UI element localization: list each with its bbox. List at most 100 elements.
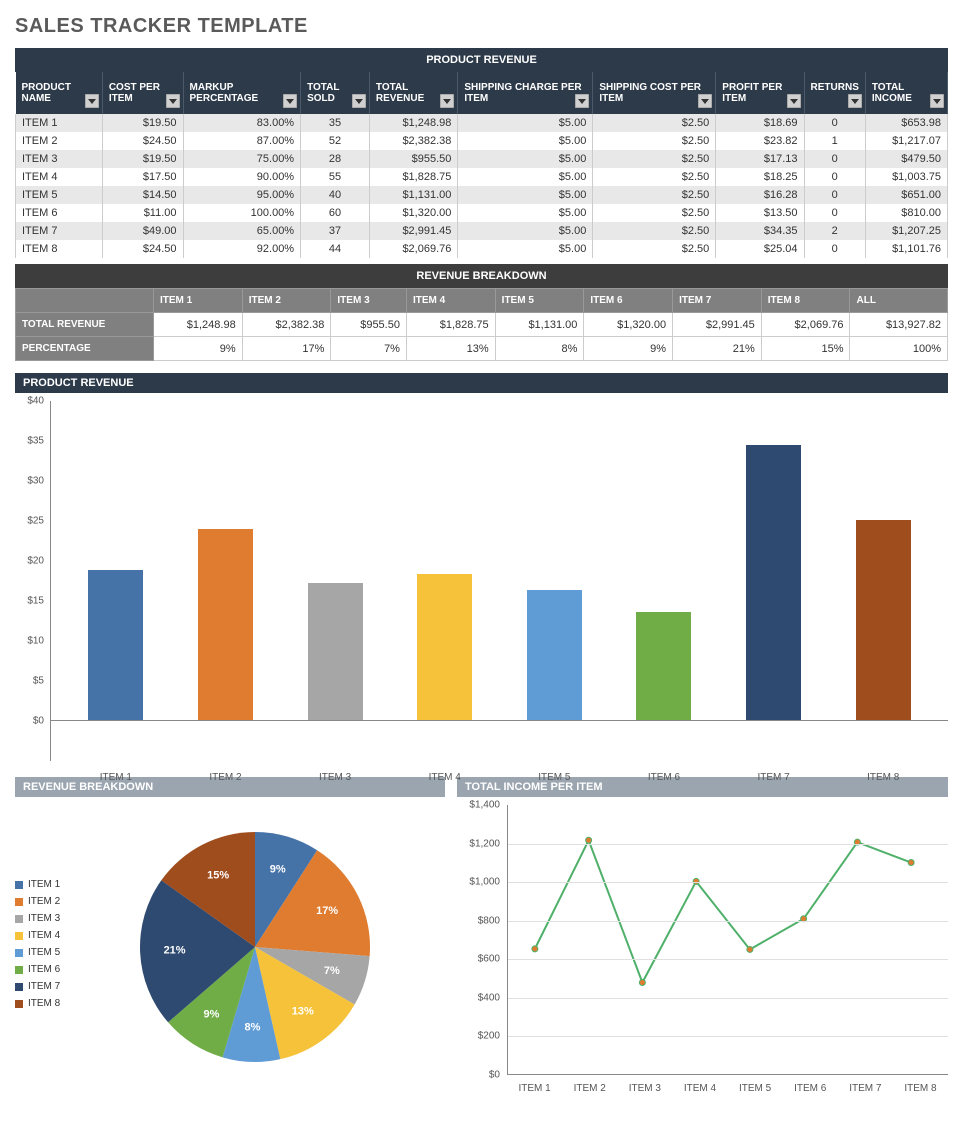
x-axis-label: ITEM 5 [514, 772, 594, 783]
cell: $13.50 [716, 204, 804, 222]
y-axis-label: $15 [27, 596, 44, 607]
cell: 15% [761, 337, 850, 361]
chart-bar [308, 583, 363, 720]
legend-label: ITEM 1 [28, 879, 60, 890]
column-label: TOTAL SOLD [307, 82, 339, 104]
cell: ITEM 5 [16, 186, 103, 204]
cell: $25.04 [716, 240, 804, 258]
cell: 90.00% [183, 168, 301, 186]
column-label: TOTAL INCOME [872, 82, 912, 104]
cell: ITEM 8 [16, 240, 103, 258]
cell: $2.50 [593, 132, 716, 150]
cell: $2,069.76 [369, 240, 457, 258]
filter-dropdown-icon[interactable] [440, 94, 454, 108]
y-axis-label: $0 [33, 716, 44, 727]
x-axis-label: ITEM 6 [783, 1083, 838, 1105]
legend-label: ITEM 8 [28, 998, 60, 1009]
x-axis-label: ITEM 4 [405, 772, 485, 783]
y-axis-label: $0 [489, 1070, 500, 1081]
y-axis-label: $30 [27, 476, 44, 487]
x-axis-label: ITEM 5 [728, 1083, 783, 1105]
cell: 0 [804, 204, 865, 222]
cell: $2.50 [593, 222, 716, 240]
legend-item: ITEM 4 [15, 930, 95, 941]
cell: $2.50 [593, 204, 716, 222]
x-axis-label: ITEM 3 [295, 772, 375, 783]
filter-dropdown-icon[interactable] [575, 94, 589, 108]
cell: 75.00% [183, 150, 301, 168]
chart-bar [88, 570, 143, 720]
cell: 55 [301, 168, 370, 186]
cell: 0 [804, 168, 865, 186]
column-label: COST PER ITEM [109, 82, 160, 104]
filter-dropdown-icon[interactable] [85, 94, 99, 108]
cell: $18.69 [716, 114, 804, 132]
x-axis-label: ITEM 8 [893, 1083, 948, 1105]
column-header: ITEM 8 [761, 289, 850, 313]
filter-dropdown-icon[interactable] [930, 94, 944, 108]
cell: $14.50 [102, 186, 183, 204]
x-axis-label: ITEM 6 [624, 772, 704, 783]
filter-dropdown-icon[interactable] [848, 94, 862, 108]
table-row: TOTAL REVENUE$1,248.98$2,382.38$955.50$1… [16, 313, 948, 337]
grid-line [508, 844, 948, 845]
y-axis-label: $35 [27, 436, 44, 447]
filter-dropdown-icon[interactable] [352, 94, 366, 108]
grid-line [508, 1036, 948, 1037]
filter-dropdown-icon[interactable] [283, 94, 297, 108]
cell: 1 [804, 132, 865, 150]
column-header: PRODUCT NAME [16, 72, 103, 114]
cell: 92.00% [183, 240, 301, 258]
cell: $5.00 [458, 204, 593, 222]
chart-marker [639, 980, 645, 986]
x-axis-label: ITEM 4 [672, 1083, 727, 1105]
column-header: ALL [850, 289, 948, 313]
y-axis-label: $1,200 [469, 838, 500, 849]
cell: 0 [804, 240, 865, 258]
legend-label: ITEM 3 [28, 913, 60, 924]
cell: $955.50 [331, 313, 407, 337]
table-row: ITEM 1$19.5083.00%35$1,248.98$5.00$2.50$… [16, 114, 948, 132]
cell: $5.00 [458, 150, 593, 168]
y-axis-label: $800 [478, 915, 500, 926]
table-row: ITEM 3$19.5075.00%28$955.50$5.00$2.50$17… [16, 150, 948, 168]
y-axis-label: $1,000 [469, 877, 500, 888]
cell: $5.00 [458, 240, 593, 258]
cell: 40 [301, 186, 370, 204]
column-header: SHIPPING COST PER ITEM [593, 72, 716, 114]
pie-slice-label: 13% [292, 1006, 314, 1018]
cell: $1,101.76 [865, 240, 947, 258]
chart-bar [636, 612, 691, 720]
cell: 65.00% [183, 222, 301, 240]
cell: $2,991.45 [673, 313, 762, 337]
page-title: SALES TRACKER TEMPLATE [15, 15, 948, 38]
cell: $955.50 [369, 150, 457, 168]
cell: $19.50 [102, 114, 183, 132]
cell: $5.00 [458, 222, 593, 240]
cell: $16.28 [716, 186, 804, 204]
legend-label: ITEM 7 [28, 981, 60, 992]
y-axis-label: $20 [27, 556, 44, 567]
row-label: PERCENTAGE [16, 337, 154, 361]
legend-label: ITEM 2 [28, 896, 60, 907]
filter-dropdown-icon[interactable] [166, 94, 180, 108]
legend-label: ITEM 5 [28, 947, 60, 958]
cell: 95.00% [183, 186, 301, 204]
x-axis-label: ITEM 2 [562, 1083, 617, 1105]
filter-dropdown-icon[interactable] [698, 94, 712, 108]
column-label: SHIPPING CHARGE PER ITEM [464, 82, 581, 104]
cell: $19.50 [102, 150, 183, 168]
table-row: ITEM 7$49.0065.00%37$2,991.45$5.00$2.50$… [16, 222, 948, 240]
pie-slice-label: 7% [324, 965, 340, 977]
chart-marker [532, 946, 538, 952]
chart-bar [417, 574, 472, 720]
column-header: TOTAL REVENUE [369, 72, 457, 114]
cell: 17% [242, 337, 331, 361]
cell: $2.50 [593, 240, 716, 258]
filter-dropdown-icon[interactable] [787, 94, 801, 108]
cell: $24.50 [102, 132, 183, 150]
cell: 52 [301, 132, 370, 150]
bar-chart-title: PRODUCT REVENUE [15, 373, 948, 393]
cell: 9% [584, 337, 673, 361]
column-header: ITEM 6 [584, 289, 673, 313]
